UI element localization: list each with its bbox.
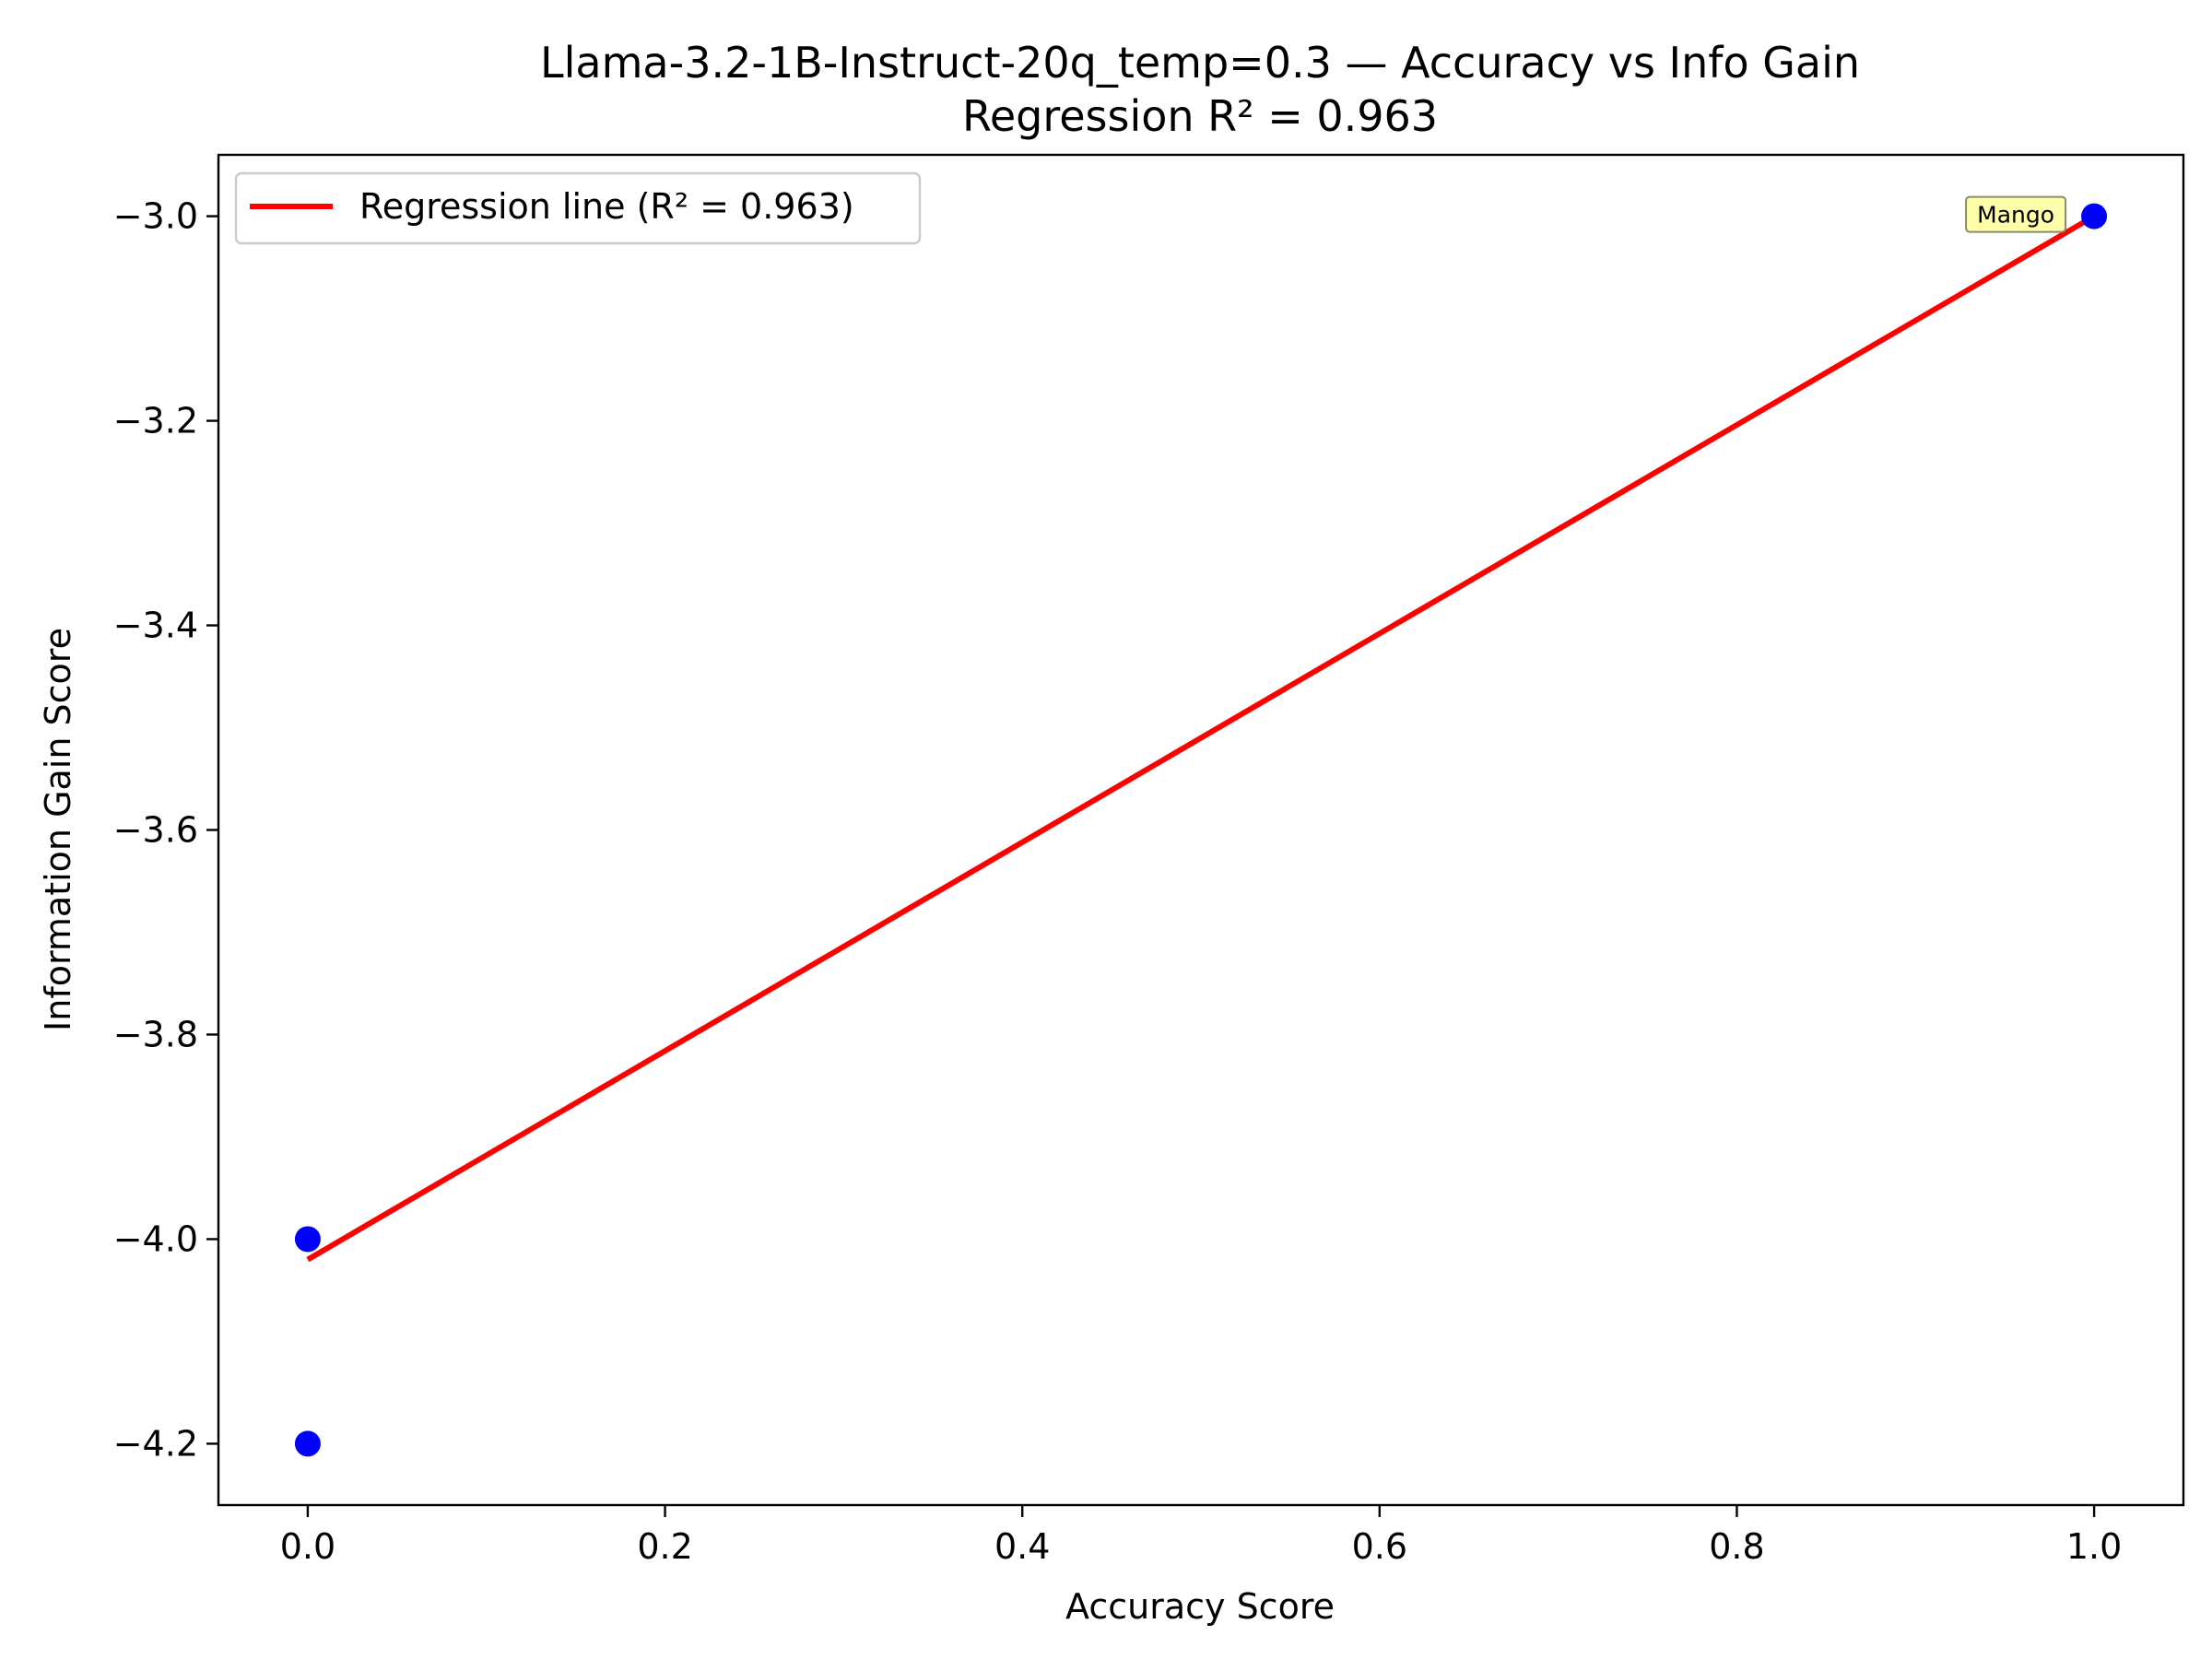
annotation-box [1965, 195, 2067, 233]
y-axis-ticks: −4.2 −4.0 −3.8 −3.6 −3.4 −3.2 −3.0 [113, 196, 218, 1464]
x-axis-ticks: 0.0 0.2 0.4 0.6 0.8 1.0 [280, 1505, 2122, 1567]
chart-title: Llama-3.2-1B-Instruct-20q_temp=0.3 — Acc… [540, 38, 1860, 88]
legend-box [234, 171, 922, 245]
y-tick-label: −3.6 [113, 810, 198, 851]
x-tick-label: 0.4 [994, 1526, 1050, 1567]
y-tick-label: −3.0 [113, 196, 198, 237]
chart-subtitle: Regression R² = 0.963 [962, 91, 1438, 141]
annotations: Mango [1965, 195, 2067, 233]
y-tick-label: −3.4 [113, 606, 198, 646]
y-axis-label: Information Gain Score [38, 628, 78, 1031]
y-tick-label: −3.8 [113, 1014, 198, 1054]
x-axis-label: Accuracy Score [1065, 1586, 1335, 1627]
scatter-point [294, 1430, 321, 1457]
legend: Regression line (R² = 0.963) [234, 171, 922, 245]
scatter-points [294, 203, 2108, 1457]
regression-line [306, 214, 2096, 1263]
scatter-point [2081, 203, 2108, 229]
x-tick-label: 0.0 [280, 1526, 335, 1567]
annotation-label: Mango [1977, 202, 2054, 229]
x-tick-label: 0.8 [1709, 1526, 1764, 1567]
x-tick-label: 0.2 [637, 1526, 692, 1567]
plot-area [217, 153, 2185, 1507]
y-tick-label: −3.2 [113, 401, 198, 441]
x-tick-label: 0.6 [1352, 1526, 1407, 1567]
legend-label-regression: Regression line (R² = 0.963) [359, 186, 854, 227]
y-tick-label: −4.0 [113, 1218, 198, 1259]
scatter-point [294, 1226, 321, 1253]
x-tick-label: 1.0 [2066, 1526, 2122, 1567]
y-tick-label: −4.2 [113, 1423, 198, 1464]
